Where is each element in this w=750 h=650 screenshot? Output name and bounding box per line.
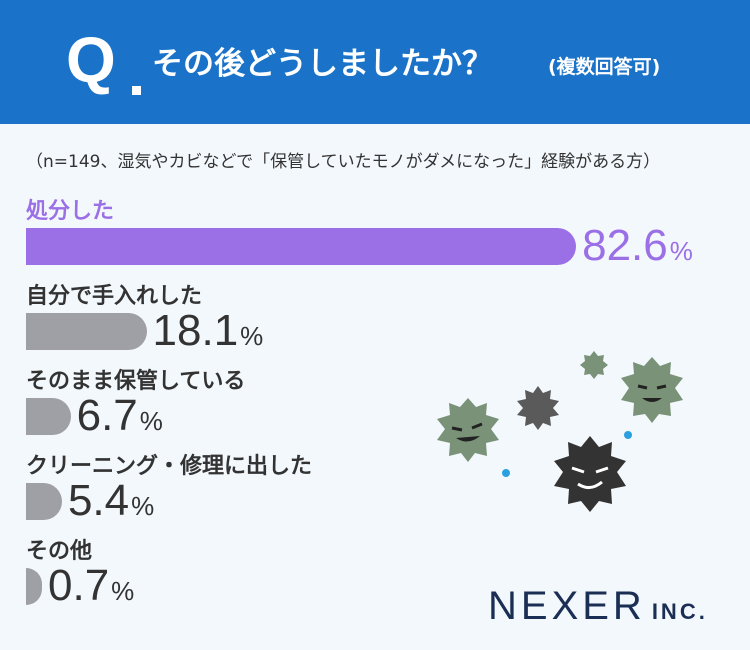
germ-icon (437, 398, 499, 462)
value-label: 6.7% (77, 392, 163, 450)
chart-subtitle: （n=149、湿気やカビなどで「保管していたモノがダメになった」経験がある方） (26, 152, 661, 172)
bar (26, 228, 577, 265)
category-label: 自分で手入れした (26, 284, 203, 309)
category-label: そのまま保管している (26, 369, 246, 394)
bar (26, 568, 42, 605)
value-label: 5.4% (68, 477, 154, 535)
value-label: 18.1% (153, 307, 264, 365)
value-label: 82.6% (582, 222, 693, 280)
value-number: 6.7 (76, 391, 138, 440)
category-label: 処分した (26, 199, 115, 224)
germ-icon (517, 386, 559, 430)
value-unit: % (240, 321, 264, 351)
value-unit: % (669, 236, 693, 266)
question-note: (複数回答可) (548, 56, 661, 78)
value-unit: % (131, 491, 155, 521)
value-unit: % (111, 576, 135, 606)
category-label: クリーニング・修理に出した (26, 454, 313, 479)
bar (26, 398, 71, 435)
value-number: 82.6 (582, 221, 668, 270)
header-banner: Q その後どうしましたか？ (複数回答可) (0, 0, 750, 124)
bar (26, 313, 147, 350)
value-number: 0.7 (48, 561, 110, 610)
q-dot (132, 86, 141, 95)
value-number: 18.1 (152, 306, 239, 355)
q-letter: Q (66, 24, 116, 96)
nexer-logo: NEXER INC. (488, 584, 708, 629)
value-number: 5.4 (67, 476, 130, 525)
germ-illustration (437, 351, 683, 512)
germ-icon (621, 357, 683, 423)
dot-icon (624, 431, 632, 439)
value-label: 0.7% (48, 562, 134, 620)
question-title: その後どうしましたか？ (152, 46, 493, 82)
dot-icon (502, 469, 510, 477)
logo-sub: INC. (651, 599, 708, 624)
germ-icon (580, 351, 608, 379)
germ-icon (554, 436, 626, 512)
category-label: その他 (26, 539, 93, 564)
value-unit: % (139, 406, 163, 436)
logo-main: NEXER (488, 584, 646, 628)
bar (26, 483, 62, 520)
